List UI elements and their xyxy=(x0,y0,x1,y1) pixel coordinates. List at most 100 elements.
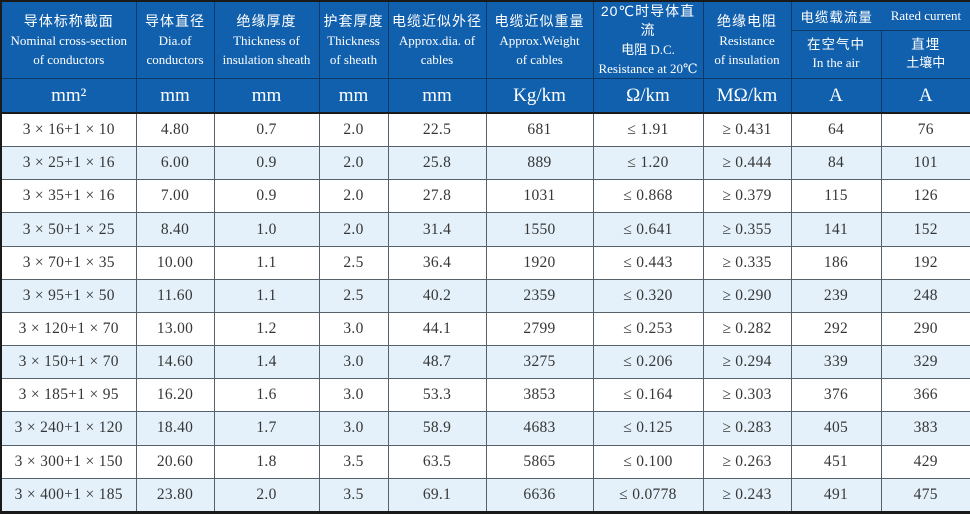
table-cell: 3.0 xyxy=(319,379,388,412)
table-cell: 53.3 xyxy=(388,379,486,412)
header-row-units: mm² mm mm mm mm Kg/km Ω/km MΩ/km A A xyxy=(1,79,970,114)
table-cell: 3.0 xyxy=(319,312,388,345)
header-line: of cables xyxy=(487,50,593,69)
header-line: 电阻 D.C. xyxy=(594,40,703,59)
table-cell: 3 × 185+1 × 95 xyxy=(1,379,136,412)
header-line: 20℃时导体直流 xyxy=(594,2,703,40)
table-cell: ≥ 0.335 xyxy=(703,246,791,279)
table-cell: 429 xyxy=(881,445,970,478)
header-line: Approx.dia. of xyxy=(389,31,486,50)
table-cell: 64 xyxy=(791,113,881,147)
table-cell: 31.4 xyxy=(388,213,486,246)
table-cell: ≥ 0.283 xyxy=(703,412,791,445)
table-cell: 383 xyxy=(881,412,970,445)
table-cell: 186 xyxy=(791,246,881,279)
header-line: 导体标称截面 xyxy=(2,12,136,31)
table-cell: 44.1 xyxy=(388,312,486,345)
table-cell: 3.0 xyxy=(319,346,388,379)
table-cell: 2.5 xyxy=(319,246,388,279)
table-cell: 5865 xyxy=(486,445,593,478)
unit-mm-2: mm xyxy=(214,79,319,114)
table-cell: 11.60 xyxy=(136,279,214,312)
table-cell: 3.0 xyxy=(319,412,388,445)
table-cell: 6.00 xyxy=(136,147,214,180)
table-cell: 2.0 xyxy=(319,213,388,246)
unit-mohm-km: MΩ/km xyxy=(703,79,791,114)
header-buried-in-soil: 直埋土壤中 xyxy=(881,30,970,78)
table-cell: ≥ 0.282 xyxy=(703,312,791,345)
table-cell: ≤ 0.125 xyxy=(593,412,703,445)
header-line: insulation sheath xyxy=(215,50,319,69)
table-cell: ≥ 0.431 xyxy=(703,113,791,147)
table-cell: 0.9 xyxy=(214,180,319,213)
table-cell: 2.5 xyxy=(319,279,388,312)
table-cell: 10.00 xyxy=(136,246,214,279)
header-line: 土壤中 xyxy=(882,54,970,72)
table-cell: 13.00 xyxy=(136,312,214,345)
table-cell: 69.1 xyxy=(388,478,486,512)
table-cell: 1550 xyxy=(486,213,593,246)
table-cell: 1.2 xyxy=(214,312,319,345)
header-line: 直埋 xyxy=(882,36,970,54)
table-cell: 22.5 xyxy=(388,113,486,147)
table-cell: 3.5 xyxy=(319,445,388,478)
table-cell: ≤ 1.91 xyxy=(593,113,703,147)
table-cell: 126 xyxy=(881,180,970,213)
table-cell: 3 × 400+1 × 185 xyxy=(1,478,136,512)
table-cell: ≥ 0.355 xyxy=(703,213,791,246)
table-cell: 152 xyxy=(881,213,970,246)
table-cell: 18.40 xyxy=(136,412,214,445)
table-cell: ≥ 0.379 xyxy=(703,180,791,213)
table-cell: ≤ 0.320 xyxy=(593,279,703,312)
table-cell: 3 × 300+1 × 150 xyxy=(1,445,136,478)
table-cell: ≥ 0.294 xyxy=(703,346,791,379)
header-line: Dia.of xyxy=(137,31,214,50)
table-cell: ≤ 0.164 xyxy=(593,379,703,412)
header-line: 在空气中 xyxy=(792,36,881,54)
header-line: conductors xyxy=(137,50,214,69)
table-cell: 141 xyxy=(791,213,881,246)
table-cell: 2359 xyxy=(486,279,593,312)
table-cell: 48.7 xyxy=(388,346,486,379)
table-cell: 3 × 120+1 × 70 xyxy=(1,312,136,345)
table-cell: ≤ 0.253 xyxy=(593,312,703,345)
unit-mm-3: mm xyxy=(319,79,388,114)
table-cell: 0.9 xyxy=(214,147,319,180)
table-cell: 84 xyxy=(791,147,881,180)
table-cell: 192 xyxy=(881,246,970,279)
table-cell: 1.6 xyxy=(214,379,319,412)
header-dc-resistance: 20℃时导体直流电阻 D.C.Resistance at 20℃ xyxy=(593,1,703,79)
unit-mm-4: mm xyxy=(388,79,486,114)
table-cell: 3 × 240+1 × 120 xyxy=(1,412,136,445)
table-cell: ≤ 1.20 xyxy=(593,147,703,180)
unit-kg-km: Kg/km xyxy=(486,79,593,114)
table-cell: 23.80 xyxy=(136,478,214,512)
table-cell: ≥ 0.444 xyxy=(703,147,791,180)
table-cell: ≥ 0.263 xyxy=(703,445,791,478)
table-cell: 25.8 xyxy=(388,147,486,180)
header-line: Resistance xyxy=(704,31,791,50)
table-cell: ≤ 0.100 xyxy=(593,445,703,478)
table-cell: 16.20 xyxy=(136,379,214,412)
table-cell: 6636 xyxy=(486,478,593,512)
unit-amp-soil: A xyxy=(881,79,970,114)
table-cell: 4683 xyxy=(486,412,593,445)
unit-ohm-km: Ω/km xyxy=(593,79,703,114)
table-cell: 451 xyxy=(791,445,881,478)
table-cell: 2.0 xyxy=(214,478,319,512)
